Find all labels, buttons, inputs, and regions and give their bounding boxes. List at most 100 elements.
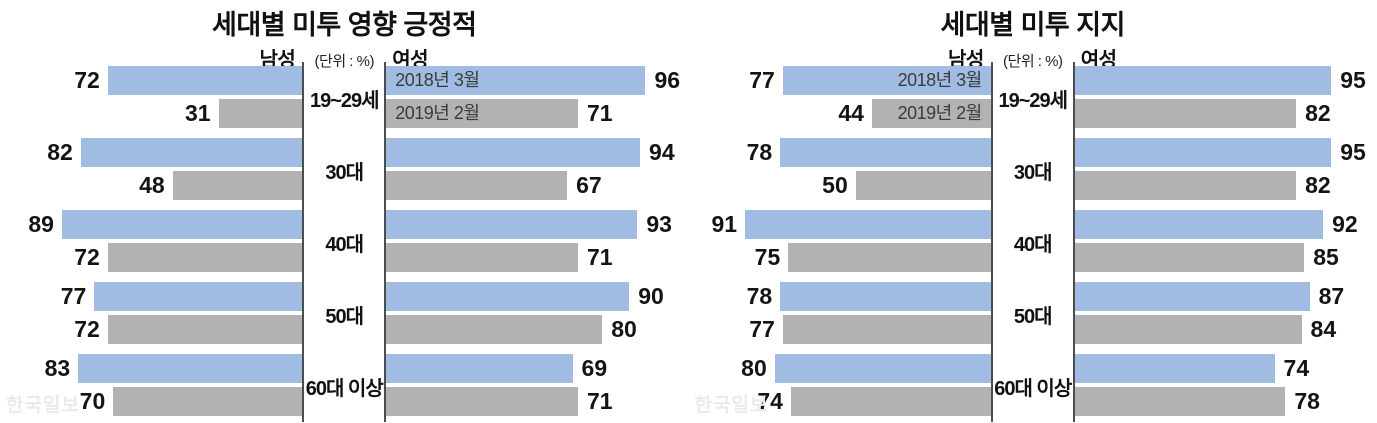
bar-line: 44 2019년 2월 — [689, 99, 991, 128]
age-group-row: 82 48 30대 94 67 — [0, 134, 689, 206]
value-label-male-2018: 89 — [28, 211, 54, 237]
bar-male-2019 — [107, 315, 303, 344]
age-group-row: 89 72 40대 93 71 — [0, 206, 689, 278]
watermark: 한국일보 — [694, 395, 769, 416]
male-header-label: 남성 — [259, 49, 296, 71]
bar-line: 31 — [0, 99, 303, 128]
female-bars-cell: 2018년 3월 96 2019년 2월 71 — [386, 62, 688, 134]
bar-female-2018 — [1074, 282, 1310, 311]
age-group-row: 91 75 40대 92 85 — [689, 206, 1377, 278]
bar-line: 93 — [386, 210, 688, 239]
chart-body: 72 31 19~29세 2018년 3월 96 2019년 2월 71 82 48 30대 94 6… — [0, 62, 689, 422]
category-label: 19~29세 — [998, 89, 1068, 112]
male-bars-cell: 83 70 — [0, 350, 303, 422]
bar-line: 84 — [1074, 315, 1377, 344]
value-label-female-2019: 78 — [1294, 388, 1320, 414]
male-bars-cell: 91 75 — [689, 206, 991, 278]
female-bars-cell: 93 71 — [386, 206, 688, 278]
bar-female-2019 — [1074, 171, 1297, 200]
bar-line: 95 — [1074, 138, 1377, 167]
chart-body: 77 2018년 3월 44 2019년 2월 19~29세 95 82 78 50 30대 95 8… — [689, 62, 1377, 422]
bar-female-2019 — [386, 171, 568, 200]
bar-male-2018 — [78, 354, 303, 383]
value-label-male-2019: 75 — [754, 244, 781, 270]
value-label-male-2018: 77 — [60, 283, 87, 309]
bar-male-2019 — [172, 171, 303, 200]
age-group-row: 78 77 50대 87 84 — [689, 278, 1377, 350]
bar-line: 87 — [1074, 282, 1377, 311]
bar-line: 82 — [1074, 99, 1377, 128]
value-label-male-2019: 50 — [822, 172, 848, 198]
chart-subtitle: 남성 (단위 : %) 여성 — [689, 43, 1377, 72]
bar-female-2018 — [386, 354, 573, 383]
age-axis-cell: 50대 — [302, 278, 387, 350]
age-axis-cell: 30대 — [302, 134, 387, 206]
bar-female-2018 — [386, 282, 630, 311]
bar-line: 67 — [386, 171, 688, 200]
bar-line: 50 — [689, 171, 991, 200]
bar-male-2018 — [80, 138, 303, 167]
bar-line: 92 — [1074, 210, 1377, 239]
bar-male-2019 — [790, 387, 991, 416]
female-header-label: 여성 — [392, 49, 429, 71]
male-bars-cell: 77 2018년 3월 44 2019년 2월 — [689, 62, 991, 134]
bar-line: 72 — [0, 66, 303, 95]
bar-line: 85 — [1074, 243, 1377, 272]
bar-male-2018 — [94, 282, 303, 311]
value-label-female-2019: 80 — [611, 316, 637, 342]
male-bars-cell: 77 72 — [0, 278, 303, 350]
category-label: 50대 — [1013, 305, 1053, 328]
value-label-female-2018: 94 — [649, 139, 675, 165]
value-label-male-2019: 70 — [79, 388, 106, 414]
legend-label-2018: 2018년 3월 — [395, 70, 480, 90]
value-label-male-2018: 82 — [47, 139, 73, 165]
bar-female-2018 — [1074, 138, 1332, 167]
value-label-male-2019: 31 — [184, 100, 211, 126]
legend-label-2019: 2019년 2월 — [395, 103, 480, 123]
bar-line: 48 — [0, 171, 303, 200]
bar-male-2019 — [782, 315, 991, 344]
female-header-label: 여성 — [1080, 49, 1117, 71]
bar-female-2019 — [1074, 243, 1305, 272]
chart-left: 세대별 미투 영향 긍정적 남성 (단위 : %) 여성 72 31 19~29세 2018년… — [0, 10, 689, 422]
bar-line: 95 — [1074, 66, 1377, 95]
bar-male-2018: 2018년 3월 — [782, 66, 991, 95]
age-group-row: 78 50 30대 95 82 — [689, 134, 1377, 206]
age-axis-cell: 40대 — [302, 206, 387, 278]
bar-male-2019 — [788, 243, 991, 272]
bar-female-2018 — [1074, 354, 1275, 383]
bar-line: 77 — [0, 282, 303, 311]
bar-female-2019 — [386, 243, 578, 272]
value-label-female-2018: 96 — [654, 67, 681, 93]
bar-line: 70 — [0, 387, 303, 416]
value-label-female-2018: 87 — [1318, 283, 1345, 309]
bar-line: 90 — [386, 282, 688, 311]
bar-female-2018 — [386, 210, 638, 239]
category-label: 40대 — [325, 233, 364, 256]
bar-male-2019 — [218, 99, 303, 128]
bar-female-2019 — [1074, 315, 1302, 344]
age-group-row: 77 2018년 3월 44 2019년 2월 19~29세 95 82 — [689, 62, 1377, 134]
category-label: 19~29세 — [309, 89, 380, 112]
bar-male-2018 — [780, 138, 991, 167]
bar-female-2018 — [1074, 66, 1332, 95]
bar-line: 74 — [1074, 354, 1377, 383]
value-label-female-2019: 85 — [1313, 244, 1339, 270]
age-axis-cell: 30대 — [990, 134, 1075, 206]
age-axis-cell: 19~29세 — [302, 62, 387, 134]
male-bars-cell: 89 72 — [0, 206, 303, 278]
category-label: 50대 — [325, 305, 364, 328]
female-bars-cell: 94 67 — [386, 134, 688, 206]
value-label-male-2018: 77 — [749, 67, 775, 93]
bar-female-2019: 2019년 2월 — [386, 99, 578, 128]
male-header-label: 남성 — [947, 49, 984, 71]
chart-title: 세대별 미투 영향 긍정적 — [212, 10, 477, 40]
category-label: 30대 — [1013, 161, 1053, 184]
age-group-row: 83 70 60대 이상 69 71 — [0, 350, 689, 422]
bar-female-2019 — [386, 387, 578, 416]
category-label: 60대 이상 — [305, 377, 384, 400]
value-label-female-2018: 95 — [1340, 67, 1366, 93]
chart-title: 세대별 미투 지지 — [940, 10, 1126, 40]
